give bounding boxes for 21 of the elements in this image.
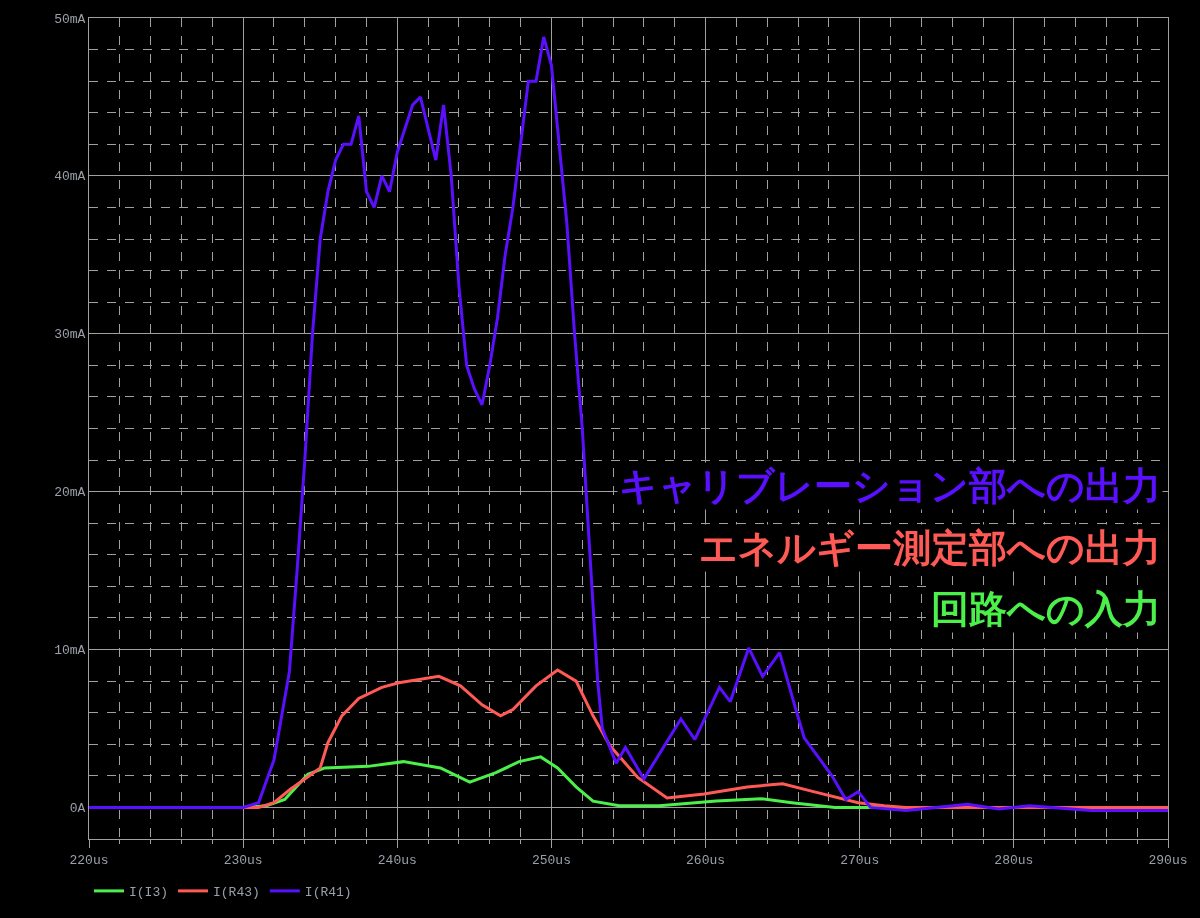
y-tick-label: 20mA xyxy=(54,485,86,501)
annotation: エネルギー測定部への出力 xyxy=(699,526,1161,570)
y-tick-label: 50mA xyxy=(54,11,86,27)
annotation: 回路への入力 xyxy=(931,587,1161,631)
y-tick-label: 10mA xyxy=(54,643,86,659)
annotation: キャリブレーション部への出力 xyxy=(619,464,1161,508)
legend-label: I(R41) xyxy=(304,884,352,900)
x-tick-label: 270us xyxy=(840,852,880,868)
x-tick-label: 290us xyxy=(1148,852,1188,868)
x-tick-label: 220us xyxy=(69,852,109,868)
x-tick-label: 280us xyxy=(994,852,1034,868)
x-tick-label: 230us xyxy=(223,852,263,868)
y-tick-label: 0A xyxy=(69,800,86,816)
legend-label: I(I3) xyxy=(129,884,169,900)
legend-label: I(R43) xyxy=(213,884,260,900)
y-tick-label: 40mA xyxy=(54,169,86,185)
x-tick-label: 260us xyxy=(686,852,726,868)
line-series xyxy=(89,35,1168,813)
x-tick-label: 250us xyxy=(531,852,571,868)
y-tick-label: 30mA xyxy=(54,327,86,343)
x-tick-label: 240us xyxy=(377,852,417,868)
